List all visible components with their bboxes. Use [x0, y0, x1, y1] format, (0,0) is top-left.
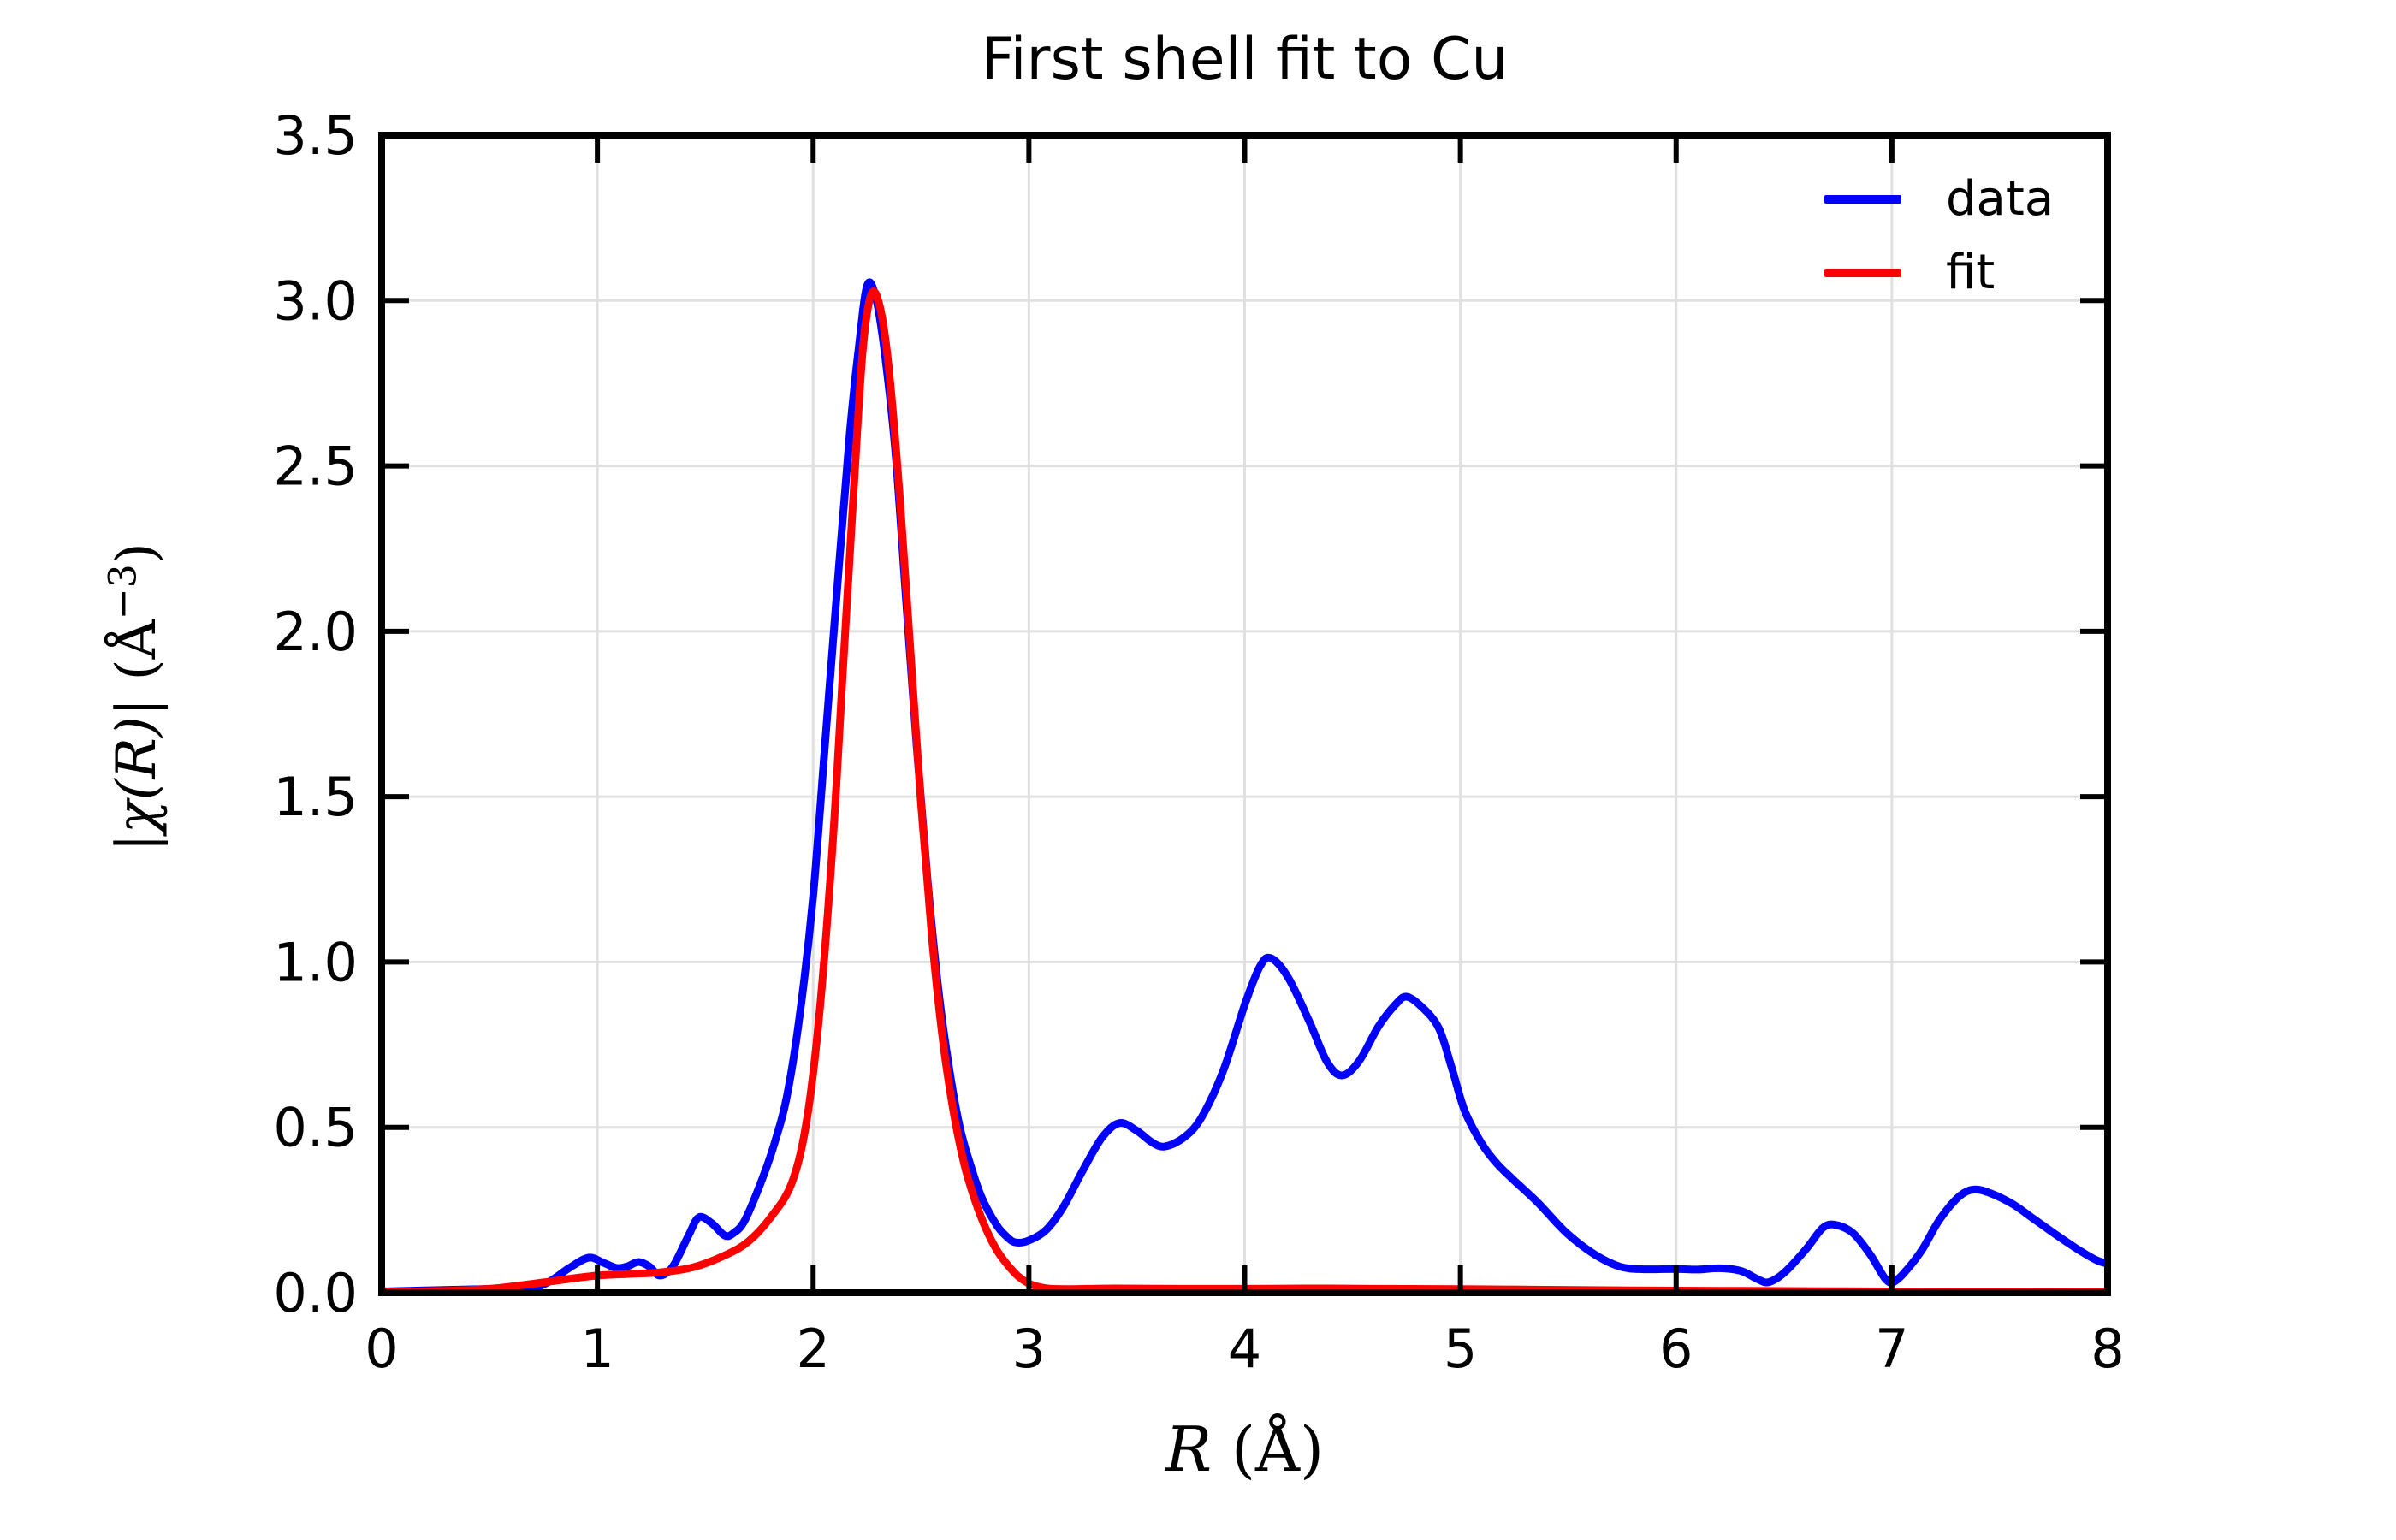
legend-entry-fit: fit [1824, 248, 2054, 298]
y-label-close-paren: ) [105, 542, 169, 565]
y-label-bar-open: | [105, 833, 169, 852]
x-tick-label: 3 [1012, 1318, 1046, 1380]
x-axis-unit: (Å) [1212, 1413, 1325, 1485]
fit-line-swatch [1824, 269, 1901, 277]
x-tick-label: 4 [1228, 1318, 1261, 1380]
data-line-swatch [1824, 195, 1901, 204]
y-tick-label: 1.5 [273, 766, 358, 828]
y-tick-label: 0.0 [273, 1262, 358, 1324]
y-label-bar-close: | (Å [105, 619, 169, 717]
x-tick-label: 5 [1444, 1318, 1477, 1380]
legend-label-fit: fit [1946, 245, 1996, 300]
y-tick-label: 2.5 [273, 435, 358, 498]
legend: data fit [1824, 175, 2054, 322]
y-tick-label: 2.0 [273, 601, 358, 663]
x-tick-label: 1 [580, 1318, 614, 1380]
y-tick-label: 3.5 [273, 104, 358, 167]
legend-label-data: data [1946, 171, 2055, 227]
y-axis-label: |χ(R)| (Å−3) [101, 542, 169, 852]
y-tick-label: 1.0 [273, 931, 358, 993]
x-axis-variable: R [1165, 1413, 1213, 1485]
chart-title: First shell fit to Cu [981, 26, 1509, 93]
x-axis-label: R (Å) [382, 1413, 2108, 1485]
x-tick-label: 6 [1659, 1318, 1693, 1380]
legend-entry-data: data [1824, 175, 2054, 224]
x-tick-label: 7 [1875, 1318, 1908, 1380]
x-tick-label: 8 [2091, 1318, 2124, 1380]
x-tick-label: 2 [797, 1318, 830, 1380]
y-tick-label: 3.0 [273, 270, 358, 332]
x-tick-label: 0 [365, 1318, 398, 1380]
data-series-line [382, 278, 2108, 1293]
y-label-function: χ(R) [105, 716, 169, 834]
y-tick-label: 0.5 [273, 1097, 358, 1159]
y-label-exponent: −3 [101, 564, 145, 620]
fit-series-line [382, 287, 2108, 1293]
